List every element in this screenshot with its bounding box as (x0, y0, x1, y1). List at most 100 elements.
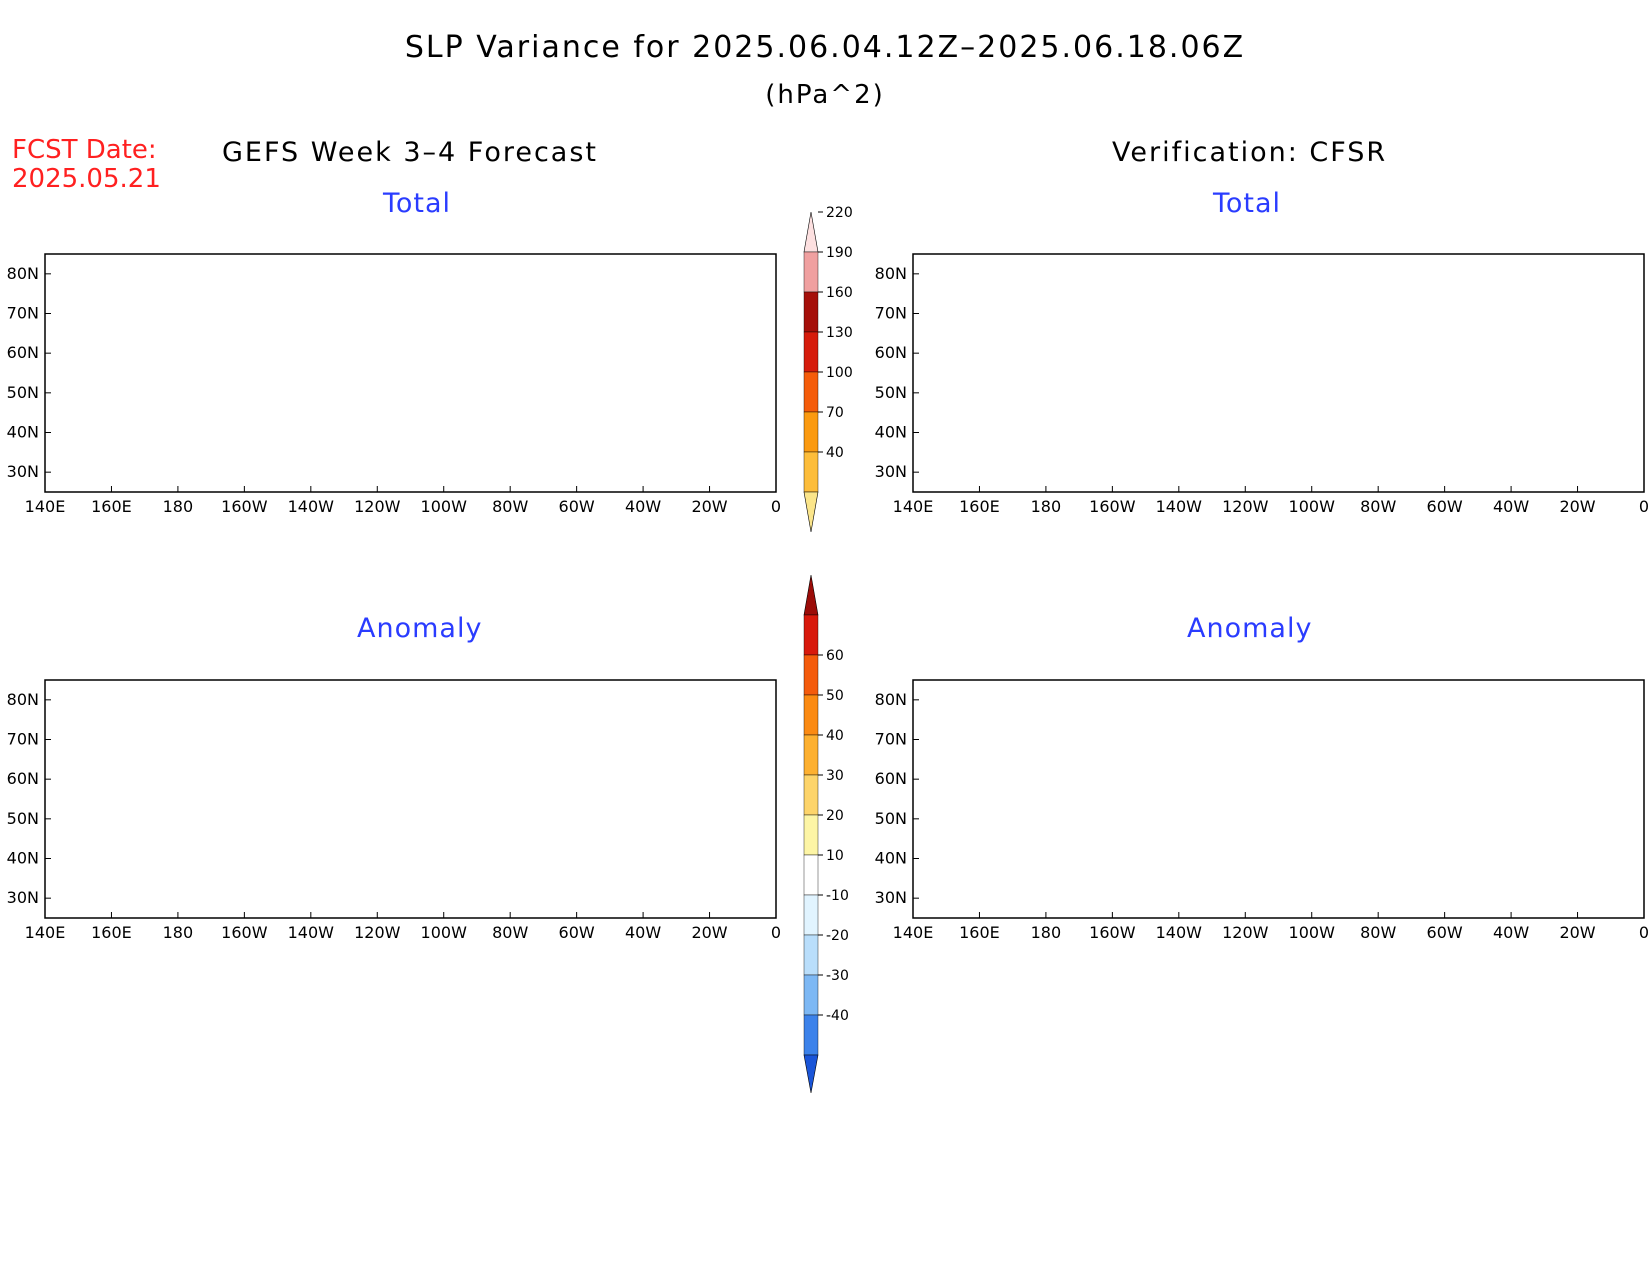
colorbar-label: 20 (826, 808, 844, 824)
contour-100-atlantic (1403, 340, 1488, 368)
contour-40-labrador (564, 305, 594, 334)
contour-20-canada (1153, 749, 1294, 797)
verification-anomaly-lat-label: 60N (875, 769, 907, 788)
contour-50-bering (1025, 838, 1035, 845)
contour-10-band (991, 740, 1489, 862)
forecast-anomaly-lat-label: 40N (7, 849, 39, 868)
anomaly-colorbar: -40 -30 -20 -10 10 20 30 40 50 60 (803, 574, 849, 1094)
verification-total-lon-label: 180 (1031, 497, 1062, 516)
colorbar-segment (803, 894, 819, 936)
contour-minus20-east (1551, 772, 1587, 794)
forecast-anomaly-lon-label: 60W (559, 923, 595, 942)
colorbar-segment (803, 411, 819, 453)
forecast-total-lon-label: 0 (771, 497, 781, 516)
colorbar-segment (803, 694, 819, 736)
verification-anomaly-lat-label: 40N (875, 849, 907, 868)
contour-minus20-atlantic (1473, 807, 1527, 839)
forecast-anomaly-lat-label: 80N (7, 690, 39, 709)
forecast-total-lon-label: 20W (691, 497, 727, 516)
colorbar-label: 130 (826, 325, 853, 341)
colorbar-bottom-arrow (803, 491, 819, 533)
contour-70-canada (1238, 336, 1249, 344)
colorbar-segment (803, 251, 819, 293)
colorbar-top-arrow (803, 211, 819, 253)
contour-40-canada (1231, 766, 1251, 777)
colorbar-segment (803, 814, 819, 856)
verification-total-lat-label: 60N (875, 343, 907, 362)
forecast-anomaly-lon-label: 180 (163, 923, 194, 942)
forecast-total-lon-label: 120W (354, 497, 401, 516)
contour-minus40-atlantic (1497, 820, 1513, 828)
contour-minus10-broad (913, 680, 1644, 918)
verification-anomaly-map (912, 679, 1645, 919)
forecast-anomaly-lon-label: 0 (771, 923, 781, 942)
colorbar-label: -10 (826, 888, 849, 904)
verification-anomaly-lon-label: 120W (1222, 923, 1269, 942)
contour-minus10-band (913, 855, 1644, 918)
forecast-anomaly-subtitle: Anomaly (357, 613, 483, 644)
verification-total-lon-label: 60W (1427, 497, 1463, 516)
verification-anomaly-lat-label: 70N (875, 730, 907, 749)
contour-minus30-canada (1276, 842, 1295, 855)
colorbar-label: 40 (826, 445, 844, 461)
colorbar-segment (803, 734, 819, 776)
contour-30-east (1607, 729, 1644, 742)
verification-anomaly-lon-label: 80W (1360, 923, 1396, 942)
contour-40-labrador (1413, 784, 1476, 803)
forecast-total-lon-label: 140E (25, 497, 66, 516)
verification-total-map (912, 253, 1645, 493)
verification-total-lon-label: 0 (1639, 497, 1649, 516)
verification-total-lon-label: 80W (1360, 497, 1396, 516)
forecast-total-lon-label: 80W (492, 497, 528, 516)
contour-20-alaska (254, 792, 275, 809)
contour-minus30-atlantic (1487, 815, 1518, 832)
verification-anomaly-lon-label: 160W (1089, 923, 1136, 942)
contour-20-aleut (1091, 758, 1139, 797)
colorbar-label: 190 (826, 245, 853, 261)
forecast-total-lat-label: 30N (7, 462, 39, 481)
contour-40-canada (394, 314, 780, 395)
forecast-anomaly-lon-label: 100W (421, 923, 468, 942)
verification-anomaly-lon-label: 0 (1639, 923, 1649, 942)
forecast-total-lon-label: 160W (221, 497, 268, 516)
contour-70-atlantic (1382, 330, 1503, 374)
contour-50-labrador (1417, 787, 1470, 801)
verification-anomaly-lon-label: 140E (893, 923, 934, 942)
forecast-anomaly-lon-label: 20W (691, 923, 727, 942)
forecast-column-title: GEFS Week 3–4 Forecast (222, 137, 599, 168)
verification-total-lat-label: 70N (875, 304, 907, 323)
colorbar-label: 50 (826, 688, 844, 704)
verification-column-title: Verification: CFSR (1112, 137, 1388, 168)
verification-anomaly-lon-label: 100W (1289, 923, 1336, 942)
forecast-total-lat-label: 60N (7, 343, 39, 362)
colorbar-segment (803, 1014, 819, 1056)
forecast-total-lon-label: 140W (288, 497, 335, 516)
fcst-date-label: FCST Date: (12, 135, 157, 165)
colorbar-top-arrow (803, 574, 819, 616)
forecast-total-lat-label: 80N (7, 264, 39, 283)
forecast-total-lon-label: 160E (91, 497, 132, 516)
contour-40-siberia (948, 318, 990, 332)
verification-total-lat-label: 50N (875, 383, 907, 402)
verification-total-lon-label: 140E (893, 497, 934, 516)
contour-40-atlantic-east (1541, 286, 1644, 334)
verification-total-lon-label: 160E (959, 497, 1000, 516)
verification-total-lon-label: 120W (1222, 497, 1269, 516)
contour-20-labrador (1393, 776, 1499, 813)
colorbar-label: -30 (826, 968, 849, 984)
forecast-anomaly-lon-label: 80W (492, 923, 528, 942)
colorbar-segment (803, 291, 819, 333)
contour-10-pacific-mid (183, 817, 218, 834)
forecast-anomaly-lat-label: 30N (7, 888, 39, 907)
axes-layer: 140E 160E 180 160W 140W 120W 100W 80W 60W 40W 20W 0… (7, 264, 1649, 942)
contour-100-pacific (1008, 390, 1054, 413)
forecast-total-lon-label: 40W (625, 497, 661, 516)
contour-30-labrador (1403, 780, 1487, 807)
forecast-anomaly-lat-label: 50N (7, 809, 39, 828)
verification-anomaly-lat-label: 30N (875, 888, 907, 907)
verification-total-lon-label: 140W (1156, 497, 1203, 516)
contour-40-bering (1020, 835, 1039, 848)
contour-minus20-baffin (1362, 748, 1401, 765)
verification-anomaly-lon-label: 60W (1427, 923, 1463, 942)
forecast-total-lat-label: 40N (7, 423, 39, 442)
